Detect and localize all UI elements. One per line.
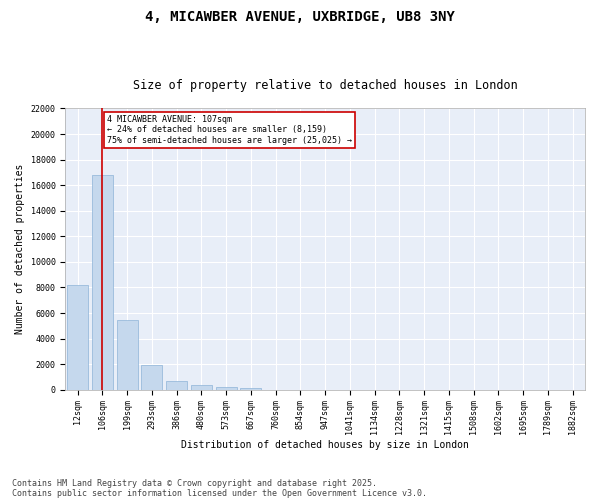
Title: Size of property relative to detached houses in London: Size of property relative to detached ho… <box>133 79 518 92</box>
Bar <box>92 175 113 390</box>
Bar <box>241 388 262 390</box>
Text: 4 MICAWBER AVENUE: 107sqm
← 24% of detached houses are smaller (8,159)
75% of se: 4 MICAWBER AVENUE: 107sqm ← 24% of detac… <box>107 115 352 144</box>
Text: Contains public sector information licensed under the Open Government Licence v3: Contains public sector information licen… <box>12 488 427 498</box>
Bar <box>67 285 88 390</box>
Y-axis label: Number of detached properties: Number of detached properties <box>15 164 25 334</box>
Bar <box>166 381 187 390</box>
X-axis label: Distribution of detached houses by size in London: Distribution of detached houses by size … <box>181 440 469 450</box>
Text: 4, MICAWBER AVENUE, UXBRIDGE, UB8 3NY: 4, MICAWBER AVENUE, UXBRIDGE, UB8 3NY <box>145 10 455 24</box>
Bar <box>191 385 212 390</box>
Text: Contains HM Land Registry data © Crown copyright and database right 2025.: Contains HM Land Registry data © Crown c… <box>12 478 377 488</box>
Bar <box>142 366 163 390</box>
Bar <box>116 320 137 390</box>
Bar <box>215 386 236 390</box>
